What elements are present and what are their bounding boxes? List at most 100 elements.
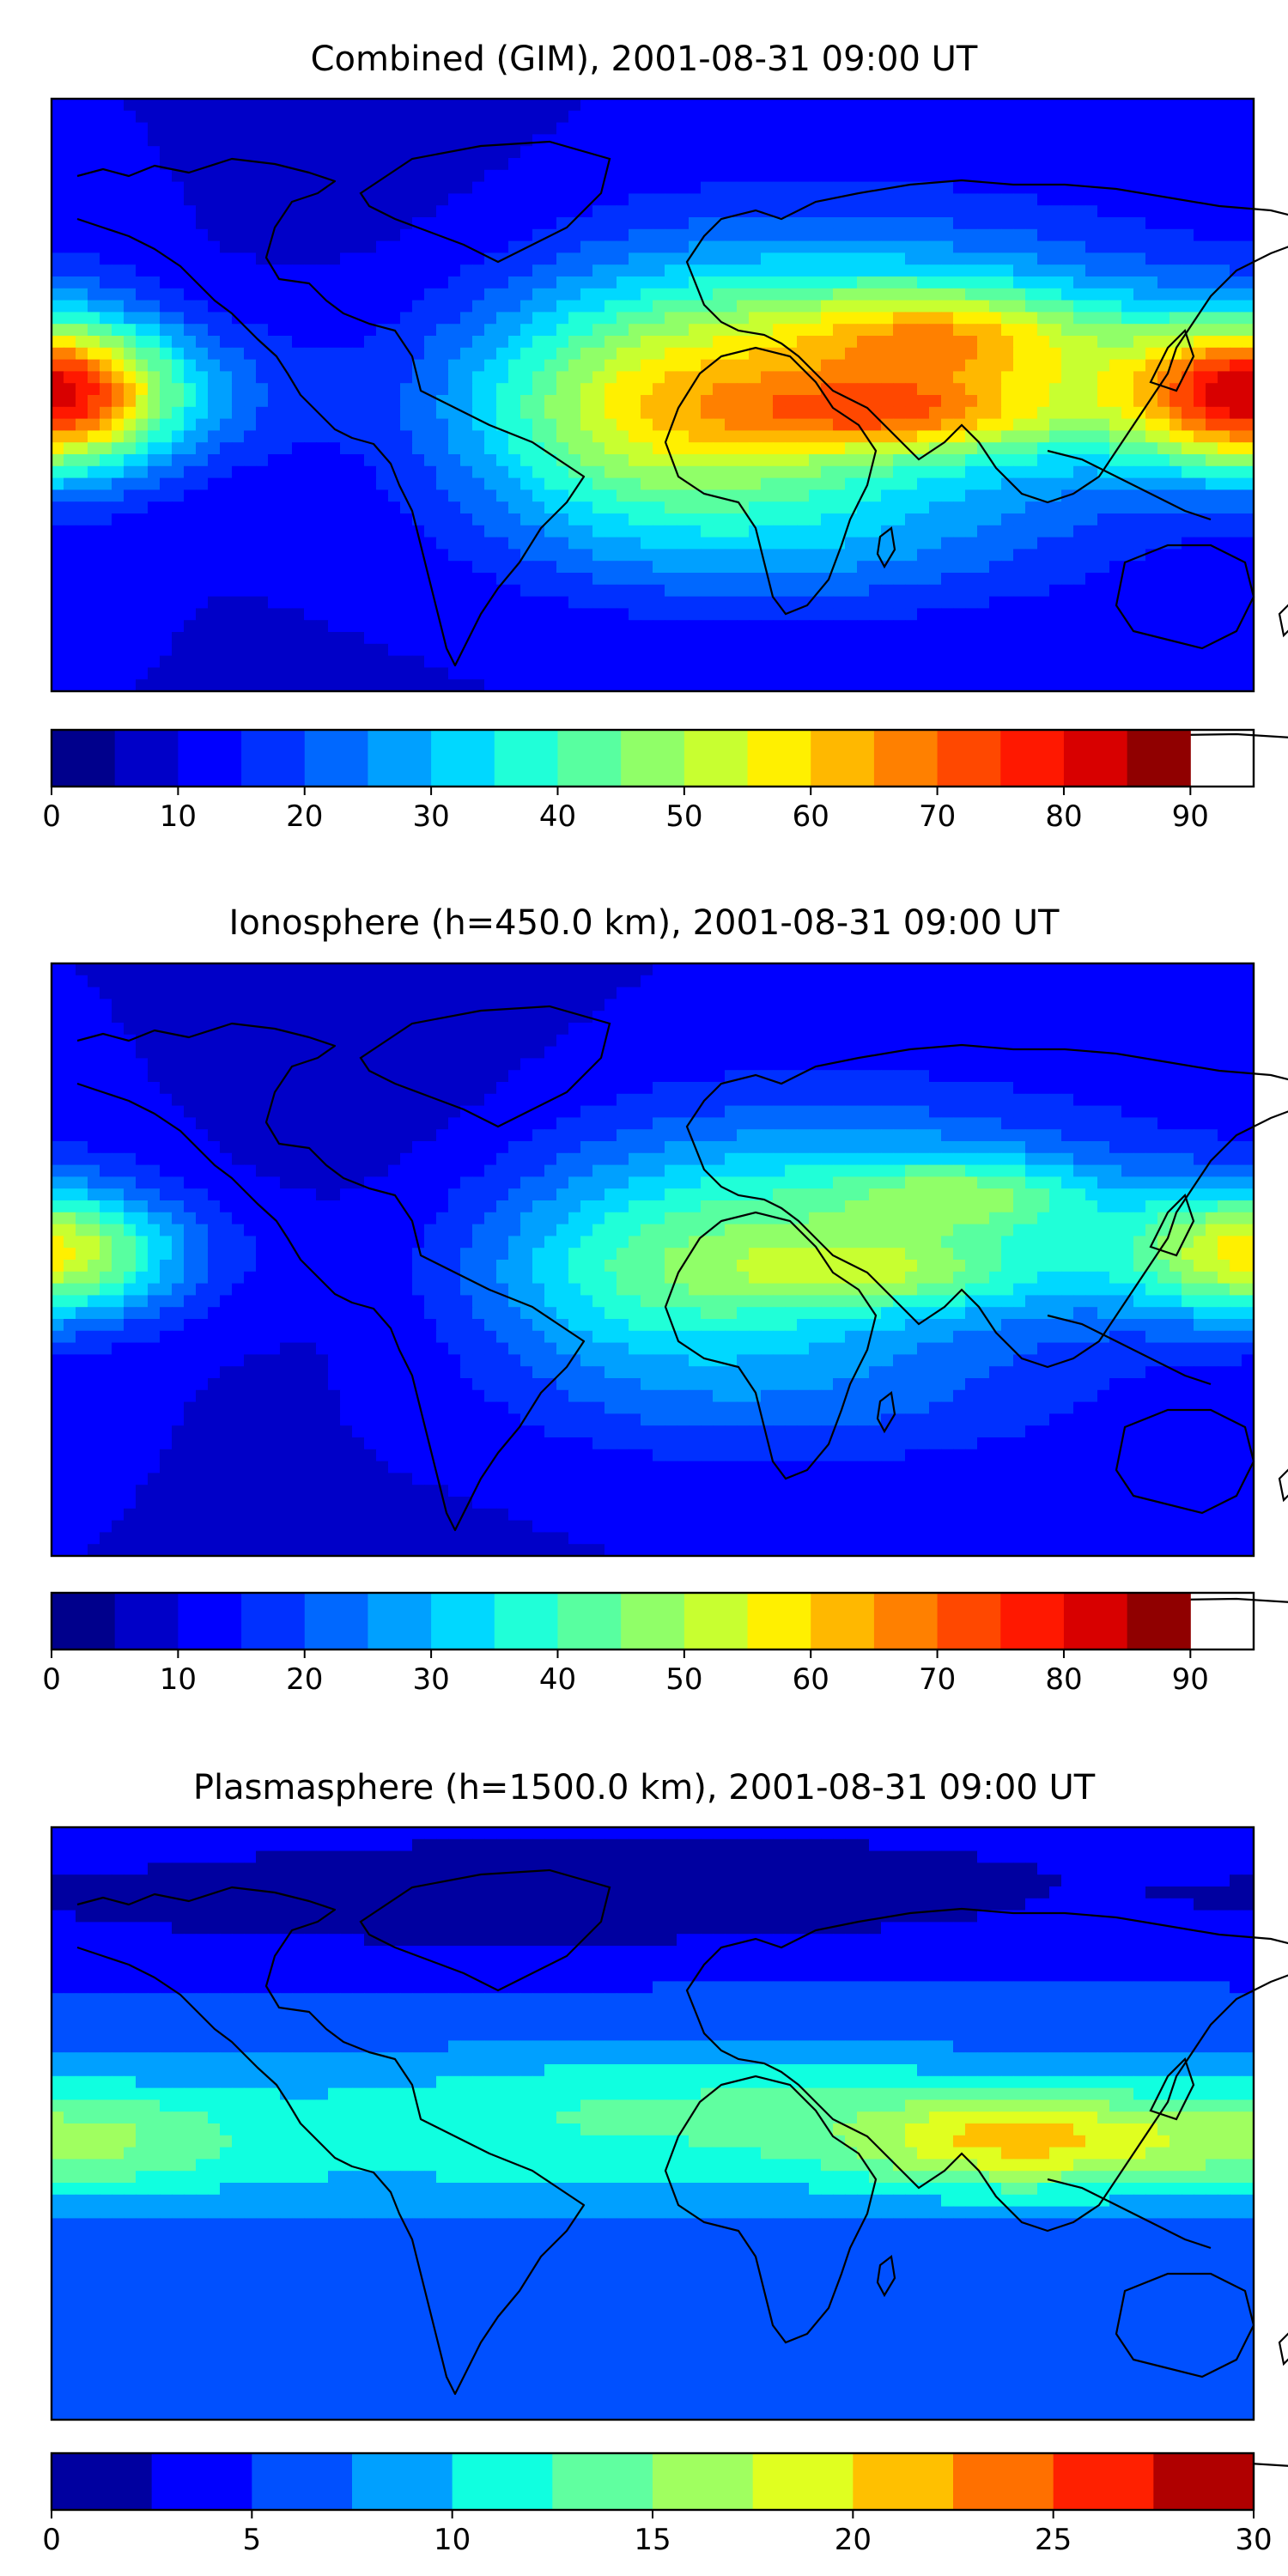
field-cell xyxy=(376,205,389,218)
field-cell xyxy=(1218,169,1230,183)
field-cell xyxy=(1182,122,1194,135)
field-cell xyxy=(773,632,786,645)
field-cell xyxy=(1073,336,1086,349)
field-cell xyxy=(773,252,786,265)
field-cell xyxy=(869,181,882,194)
field-cell xyxy=(977,679,990,692)
field-cell xyxy=(160,193,173,206)
field-cell xyxy=(412,336,425,349)
field-cell xyxy=(1049,122,1062,135)
field-cell xyxy=(304,454,317,467)
field-cell xyxy=(340,525,353,538)
field-cell xyxy=(953,371,966,384)
field-cell xyxy=(352,465,365,479)
field-cell xyxy=(1170,667,1182,680)
field-cell xyxy=(1206,264,1218,277)
field-cell xyxy=(641,240,653,253)
field-cell xyxy=(1182,383,1194,396)
field-cell xyxy=(1073,655,1086,668)
field-cell xyxy=(833,655,846,668)
field-cell xyxy=(424,454,437,467)
field-cell xyxy=(172,643,185,657)
field-cell xyxy=(148,537,161,550)
field-cell xyxy=(929,324,942,337)
field-cell xyxy=(64,442,76,455)
field-cell xyxy=(520,383,533,396)
field-cell xyxy=(136,217,149,230)
field-cell xyxy=(845,228,858,242)
field-cell xyxy=(400,252,413,265)
field-cell xyxy=(713,146,726,159)
field-cell xyxy=(629,573,641,586)
field-cell xyxy=(232,549,245,562)
field-cell xyxy=(412,395,425,408)
field-cell xyxy=(388,679,401,692)
field-cell xyxy=(280,110,293,124)
field-cell xyxy=(436,549,449,562)
field-cell xyxy=(76,584,88,598)
field-cell xyxy=(941,679,954,692)
field-cell xyxy=(989,181,1002,194)
field-cell xyxy=(424,655,437,668)
field-cell xyxy=(268,584,281,598)
field-cell xyxy=(244,228,257,242)
field-cell xyxy=(220,679,233,692)
field-cell xyxy=(701,324,714,337)
field-cell xyxy=(100,359,112,372)
field-cell xyxy=(773,561,786,574)
field-cell xyxy=(941,430,954,443)
field-cell xyxy=(580,134,593,147)
field-cell xyxy=(556,489,569,502)
field-cell xyxy=(592,513,605,526)
field-cell xyxy=(1218,205,1230,218)
field-cell xyxy=(737,667,750,680)
field-cell xyxy=(1061,655,1074,668)
field-cell xyxy=(905,395,918,408)
field-cell xyxy=(833,620,846,633)
field-cell xyxy=(520,406,533,420)
field-cell xyxy=(929,537,942,550)
field-cell xyxy=(977,181,990,194)
field-cell xyxy=(869,643,882,657)
field-cell xyxy=(220,643,233,657)
field-cell xyxy=(352,525,365,538)
field-cell xyxy=(544,395,557,408)
field-cell xyxy=(653,537,665,550)
field-cell xyxy=(797,525,810,538)
field-cell xyxy=(1230,359,1242,372)
field-cell xyxy=(328,371,341,384)
field-cell xyxy=(1073,288,1086,301)
field-cell xyxy=(580,336,593,349)
field-cell xyxy=(484,359,497,372)
field-cell xyxy=(737,228,750,242)
field-cell xyxy=(737,454,750,467)
field-cell xyxy=(232,217,245,230)
field-cell xyxy=(1073,193,1086,206)
field-cell xyxy=(556,158,569,171)
field-cell xyxy=(881,324,894,337)
field-cell xyxy=(424,537,437,550)
field-cell xyxy=(1049,359,1062,372)
field-cell xyxy=(965,276,978,289)
field-cell xyxy=(1061,549,1074,562)
field-cell xyxy=(1061,371,1074,384)
field-cell xyxy=(124,406,137,420)
field-cell xyxy=(617,169,629,183)
field-cell xyxy=(881,454,894,467)
field-cell xyxy=(460,537,473,550)
field-cell xyxy=(641,276,653,289)
field-cell xyxy=(1170,312,1182,325)
field-cell xyxy=(508,525,521,538)
field-cell xyxy=(689,501,702,514)
field-cell xyxy=(917,442,930,455)
field-cell xyxy=(280,406,293,420)
field-cell xyxy=(725,442,738,455)
field-cell xyxy=(340,489,353,502)
field-cell xyxy=(508,288,521,301)
field-cell xyxy=(172,632,185,645)
field-cell xyxy=(556,276,569,289)
field-cell xyxy=(244,122,257,135)
field-cell xyxy=(941,122,954,135)
field-cell xyxy=(112,347,125,361)
field-cell xyxy=(941,561,954,574)
